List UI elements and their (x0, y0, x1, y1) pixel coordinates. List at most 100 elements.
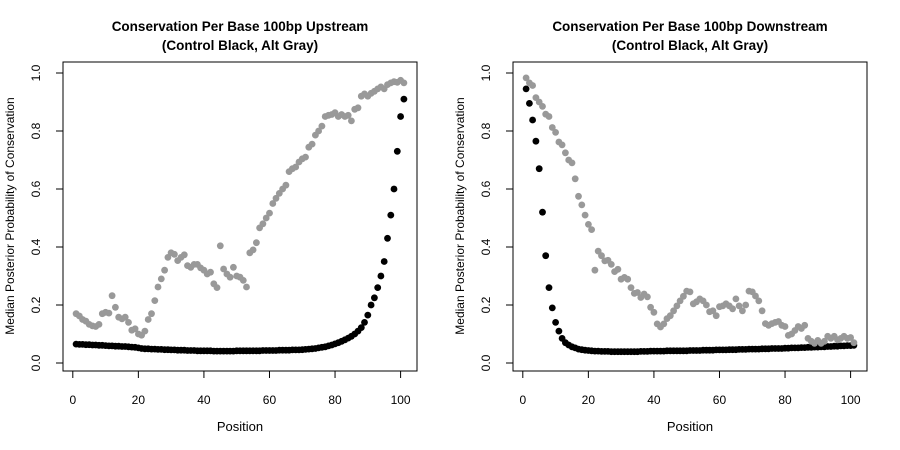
data-point (141, 327, 149, 335)
data-point (348, 117, 355, 125)
data-point (171, 250, 178, 258)
data-point (545, 113, 553, 120)
data-point (627, 284, 635, 291)
data-point (539, 103, 546, 110)
data-point (739, 307, 746, 315)
data-point (180, 251, 188, 259)
data-point (105, 309, 113, 317)
data-point (666, 312, 674, 320)
data-point (282, 181, 290, 189)
data-point (581, 211, 589, 219)
x-axis-label: Position (667, 419, 713, 434)
data-point (801, 321, 809, 329)
data-point (393, 147, 401, 155)
data-point (213, 284, 221, 291)
data-point (367, 301, 375, 309)
data-point (539, 208, 546, 216)
series-alt (72, 76, 408, 339)
downstream-scatter-plot: Conservation Per Base 100bp Downstream (… (453, 19, 868, 434)
data-point (380, 258, 388, 265)
y-axis-label: Median Posterior Probability of Conserva… (453, 97, 467, 334)
data-point (161, 266, 169, 274)
data-point (712, 312, 720, 320)
data-point (357, 324, 365, 331)
data-point (400, 79, 408, 87)
data-point (220, 265, 228, 273)
data-point (344, 111, 352, 119)
data-point (585, 221, 592, 228)
data-point (548, 304, 556, 312)
x-tick-label: 60 (263, 393, 277, 407)
data-point (269, 200, 277, 207)
upstream-scatter-plot: Conservation Per Base 100bp Upstream (Co… (3, 19, 418, 434)
data-point (131, 325, 139, 333)
data-point (562, 149, 569, 157)
y-tick-label: 0.4 (29, 238, 43, 255)
data-point (522, 74, 530, 82)
data-point (568, 159, 576, 167)
data-point (154, 283, 162, 291)
data-point (781, 323, 789, 330)
data-point (151, 297, 159, 304)
data-point (552, 129, 559, 136)
series-control (522, 85, 858, 356)
data-point (302, 153, 309, 161)
x-tick-label: 60 (713, 393, 727, 407)
data-point (384, 234, 391, 242)
data-point (624, 275, 632, 283)
y-tick-label: 0.8 (479, 122, 493, 139)
data-point (542, 252, 550, 260)
data-point (703, 301, 710, 309)
data-point (670, 307, 677, 315)
data-point (673, 302, 681, 310)
y-tick-label: 0.8 (29, 122, 43, 139)
data-point (588, 226, 595, 234)
downstream-panel: Conservation Per Base 100bp Downstream (… (450, 0, 900, 450)
data-point (644, 293, 651, 301)
series-alt (522, 74, 858, 347)
data-point (607, 261, 615, 268)
data-point (377, 272, 385, 280)
data-points (522, 74, 858, 356)
x-tick-label: 100 (391, 393, 411, 407)
y-tick-label: 0.0 (29, 354, 43, 371)
data-point (354, 104, 362, 112)
data-point (821, 337, 828, 345)
data-point (532, 137, 540, 145)
data-point (571, 175, 579, 183)
data-point (850, 339, 858, 347)
data-point (758, 307, 766, 315)
data-point (526, 100, 533, 107)
y-tick-label: 0.6 (479, 180, 493, 197)
axes: 0 20 40 60 80 100 0.0 0.2 0.4 0.6 0.8 1.0 (29, 64, 411, 407)
data-point (535, 165, 543, 173)
data-point (216, 242, 224, 250)
data-point (847, 334, 854, 341)
data-point (545, 284, 553, 291)
y-tick-label: 0.0 (479, 354, 493, 371)
data-point (371, 294, 378, 302)
data-point (709, 307, 717, 315)
data-point (735, 302, 743, 310)
y-tick-label: 0.2 (29, 296, 43, 313)
data-point (272, 194, 280, 202)
data-point (400, 95, 408, 103)
data-point (364, 311, 372, 319)
data-point (575, 192, 582, 200)
data-point (732, 295, 740, 303)
data-point (262, 214, 270, 222)
series-control (72, 95, 408, 355)
data-point (729, 305, 736, 313)
plot-box (62, 61, 418, 372)
upstream-panel: Conservation Per Base 100bp Upstream (Co… (3, 19, 418, 434)
plot-subtitle: (Control Black, Alt Gray) (162, 38, 318, 53)
x-tick-label: 80 (778, 393, 792, 407)
data-point (308, 140, 316, 148)
data-point (121, 313, 129, 321)
data-point (95, 321, 103, 328)
data-points (72, 76, 408, 355)
data-point (108, 292, 116, 300)
data-point (144, 316, 152, 323)
y-tick-label: 1.0 (479, 64, 493, 81)
